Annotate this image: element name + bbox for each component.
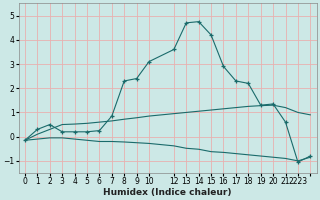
X-axis label: Humidex (Indice chaleur): Humidex (Indice chaleur) xyxy=(103,188,232,197)
